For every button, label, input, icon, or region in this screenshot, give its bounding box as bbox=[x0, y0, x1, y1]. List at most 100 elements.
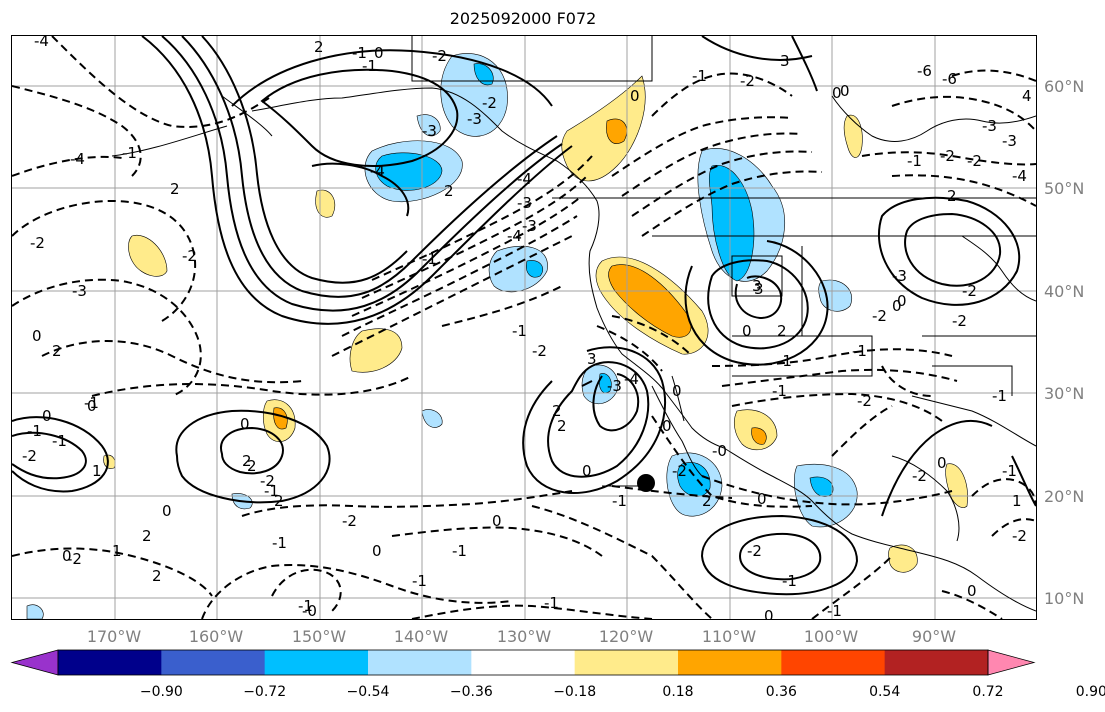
contour-label: 0 bbox=[840, 82, 850, 100]
colorbar bbox=[10, 649, 1036, 676]
colorbar-swatch bbox=[781, 650, 886, 675]
contour-label: 3 bbox=[780, 52, 790, 70]
contour-label: -6 bbox=[917, 62, 932, 80]
contour-label: -0 bbox=[712, 442, 727, 460]
shade-pos bbox=[888, 544, 918, 573]
map-panel: -1 0 2 3 -6 -4 2 -3 -2 -4 -3 0 -1 3 2 -1… bbox=[11, 35, 1037, 620]
contour-label: -2 bbox=[962, 282, 977, 300]
contour-label: 2 bbox=[444, 182, 454, 200]
coastlines bbox=[111, 36, 1036, 612]
lat-label-30n: 30°N bbox=[1044, 384, 1085, 403]
colorbar-swatch bbox=[471, 650, 576, 675]
lon-label-110w: 110°W bbox=[701, 627, 757, 646]
contour-label: -2 bbox=[260, 472, 275, 490]
contour-label: -3 bbox=[1002, 132, 1017, 150]
contour-label: -2 bbox=[872, 307, 887, 325]
lat-label-60n: 60°N bbox=[1044, 77, 1085, 96]
lon-label-170w: 170°W bbox=[86, 627, 142, 646]
contour-label: 3 bbox=[587, 350, 597, 368]
graticule bbox=[12, 36, 1036, 619]
contour-label: 0 bbox=[892, 297, 902, 315]
colorbar-swatch bbox=[264, 650, 369, 675]
contour-label: 0 bbox=[937, 454, 947, 472]
shaded-field bbox=[26, 53, 968, 619]
contour-label: 0 bbox=[742, 322, 752, 340]
lat-label-40n: 40°N bbox=[1044, 282, 1085, 301]
contour-label: -1 bbox=[412, 572, 427, 590]
contour-label: -1 bbox=[852, 342, 867, 360]
contour-label: -1 bbox=[1002, 462, 1017, 480]
contour-label: -4 bbox=[1012, 167, 1027, 185]
colorbar-extend-min bbox=[10, 649, 59, 676]
colorbar-frame bbox=[57, 649, 989, 676]
contour-label: 0 bbox=[374, 44, 384, 62]
contour-label: 0 bbox=[62, 547, 72, 565]
contour-label: -1 bbox=[782, 572, 797, 590]
contour-label: -2 bbox=[740, 72, 755, 90]
lon-label-100w: 100°W bbox=[803, 627, 859, 646]
contour-label: -2 bbox=[67, 550, 82, 568]
contour-label: -2 bbox=[747, 542, 762, 560]
contour-label: 0 bbox=[757, 490, 767, 508]
contour-label: -3 bbox=[982, 117, 997, 135]
contour-label: -1 bbox=[52, 432, 67, 450]
shade-pos bbox=[606, 118, 628, 144]
map-canvas: -1 0 2 3 -6 -4 2 -3 -2 -4 -3 0 -1 3 2 -1… bbox=[12, 36, 1036, 619]
contour-label: 4 bbox=[1022, 87, 1032, 105]
lon-label-150w: 150°W bbox=[291, 627, 347, 646]
lat-label-50n: 50°N bbox=[1044, 179, 1085, 198]
contour-label: -1 bbox=[422, 250, 437, 268]
lon-label-120w: 120°W bbox=[598, 627, 654, 646]
contour-label: -3 bbox=[467, 110, 482, 128]
contour-label: -4 bbox=[370, 162, 385, 180]
contour-label: -1 bbox=[27, 422, 42, 440]
map-title: 2025092000 F072 bbox=[449, 9, 597, 28]
colorbar-tick-label: −0.18 bbox=[553, 684, 597, 700]
contour-label: 2 bbox=[170, 180, 180, 198]
contour-label: -2 bbox=[912, 467, 927, 485]
colorbar-tick-label: 0.18 bbox=[662, 684, 694, 700]
contour-label: 2 bbox=[52, 342, 62, 360]
contour-label: 2 bbox=[242, 452, 252, 470]
lon-label-90w: 90°W bbox=[911, 627, 957, 646]
contour-label: -2 bbox=[857, 392, 872, 410]
contour-label: 2 bbox=[552, 402, 562, 420]
contour-label: 0 bbox=[672, 382, 682, 400]
colorbar-tick-label: −0.72 bbox=[243, 684, 287, 700]
contour-label: 1 bbox=[92, 462, 102, 480]
contour-label: 2 bbox=[314, 38, 324, 56]
contour-label: -1 bbox=[544, 594, 559, 612]
shade-pos bbox=[561, 75, 646, 182]
contour-label: 2 bbox=[274, 492, 284, 510]
colorbar-swatch bbox=[368, 650, 472, 675]
shade-neg bbox=[599, 373, 612, 394]
contour-label: -1 bbox=[692, 67, 707, 85]
contours-dashed bbox=[12, 36, 1036, 619]
lon-label-140w: 140°W bbox=[393, 627, 449, 646]
contour-label: -2 bbox=[1012, 527, 1027, 545]
colorbar-tick-label: 0.72 bbox=[972, 684, 1004, 700]
contour-labels: -1 0 2 3 -6 -4 2 -3 -2 -4 -3 0 -1 3 2 -1… bbox=[22, 36, 1032, 619]
contour-label: -1 bbox=[264, 482, 279, 500]
shade-pos bbox=[945, 463, 968, 508]
contour-label: 3 bbox=[754, 280, 764, 298]
contour-label: 2 bbox=[947, 187, 957, 205]
contour-label: 2 bbox=[152, 567, 162, 585]
contour-label: -2 bbox=[532, 342, 547, 360]
colorbar-swatch bbox=[161, 650, 266, 675]
contour-label: -1 bbox=[907, 152, 922, 170]
contour-label: 2 bbox=[777, 322, 787, 340]
colorbar-extend-max bbox=[987, 649, 1036, 676]
shade-pos bbox=[128, 234, 168, 277]
contour-label: 3 bbox=[752, 277, 762, 295]
contour-label: -1 bbox=[512, 322, 527, 340]
contour-label: -2 bbox=[672, 462, 687, 480]
contour-label: -4 bbox=[517, 170, 532, 188]
contour-label: -2 bbox=[342, 512, 357, 530]
contour-label: -1 bbox=[612, 492, 627, 510]
colorbar-swatch bbox=[58, 650, 162, 675]
shade-pos bbox=[751, 427, 767, 445]
colorbar-tick-label: 0.54 bbox=[869, 684, 901, 700]
contour-label: -1 bbox=[122, 144, 137, 162]
contour-label: 0 bbox=[492, 512, 502, 530]
